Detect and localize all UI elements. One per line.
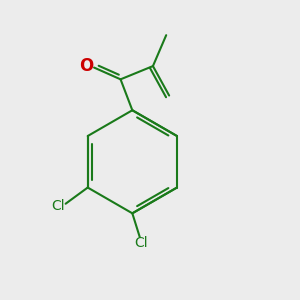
- Text: Cl: Cl: [51, 199, 65, 213]
- Text: Cl: Cl: [134, 236, 148, 250]
- Text: O: O: [80, 57, 94, 75]
